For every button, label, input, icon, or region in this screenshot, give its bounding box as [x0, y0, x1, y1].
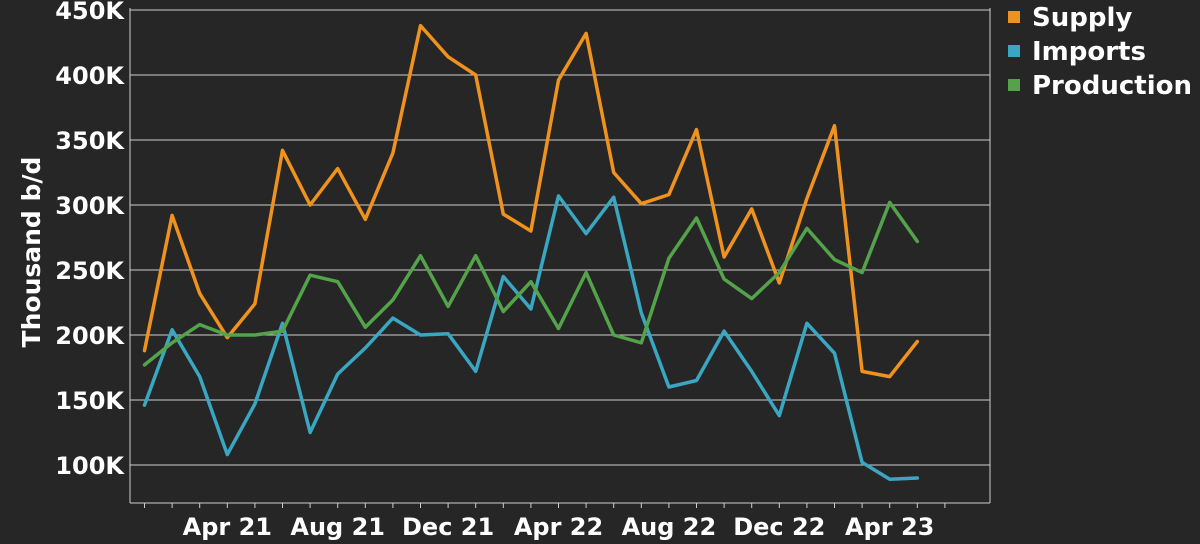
legend-label-supply: Supply	[1032, 3, 1132, 33]
y-tick-label: 400K	[55, 62, 125, 90]
x-tick-label: Apr 21	[183, 513, 272, 541]
axes	[129, 8, 991, 508]
x-tick-label: Apr 22	[514, 513, 603, 541]
y-tick-label: 350K	[55, 127, 125, 155]
x-tick-label: Apr 23	[845, 513, 934, 541]
series-lines	[142, 23, 920, 482]
legend-label-imports: Imports	[1032, 37, 1146, 67]
y-tick-labels: 100K 150K 200K 250K 300K 350K 400K 450K	[55, 0, 125, 480]
x-tick-label: Aug 22	[622, 513, 717, 541]
y-tick-label: 150K	[55, 387, 125, 415]
y-axis-label: Thousand b/d	[17, 157, 46, 348]
y-tick-label: 450K	[55, 0, 125, 25]
y-tick-label: 300K	[55, 192, 125, 220]
legend-swatch-imports	[1008, 45, 1020, 57]
series-line-supply	[142, 23, 920, 379]
x-tick-label: Dec 22	[733, 513, 825, 541]
y-tick-label: 250K	[55, 257, 125, 285]
y-tick-label: 100K	[55, 452, 125, 480]
legend-label-production: Production	[1032, 71, 1192, 101]
x-tick-labels: Apr 21 Aug 21 Dec 21 Apr 22 Aug 22 Dec 22 Apr …	[183, 513, 935, 541]
series-line-imports	[142, 194, 920, 482]
legend-swatch-production	[1008, 79, 1020, 91]
series-line-production	[142, 200, 920, 367]
legend: Supply Imports Production	[1008, 3, 1192, 101]
x-tick-label: Dec 21	[402, 513, 494, 541]
y-tick-label: 200K	[55, 322, 125, 350]
x-tick-label: Aug 21	[290, 513, 385, 541]
legend-swatch-supply	[1008, 11, 1020, 23]
